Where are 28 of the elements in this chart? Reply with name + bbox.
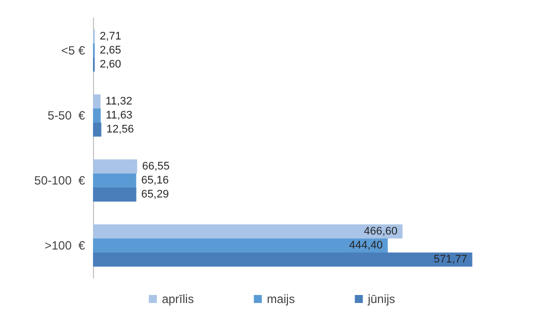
data-label: 444,40 [349,240,383,252]
data-label: 2,60 [100,58,122,71]
legend-label: jūnijs [366,292,396,306]
data-label: 11,32 [106,95,132,108]
bar [93,94,101,108]
bar [93,108,101,123]
bar [93,252,472,267]
data-label: 11,63 [106,110,132,122]
y-tick-label: 50-100 € [34,174,86,188]
y-tick-label: 5-50 € [48,108,86,122]
bar [93,188,136,202]
data-label: 2,65 [100,44,122,56]
legend-label: aprīlis [162,292,194,306]
data-label: 12,56 [106,124,134,136]
bar [93,173,136,188]
y-tick-label: >100 € [44,238,86,252]
data-label: 2,71 [100,30,122,42]
bar [93,159,138,174]
data-label: 65,16 [141,174,169,186]
data-label: 65,29 [141,188,169,201]
data-label: 466,60 [364,225,398,238]
y-tick-label: <5 € [61,44,86,58]
bar [93,122,102,137]
data-label: 571,77 [434,254,468,266]
bar [93,238,388,253]
bar [93,224,403,238]
legend-label: maijs [266,292,295,306]
data-label: 66,55 [142,160,170,172]
